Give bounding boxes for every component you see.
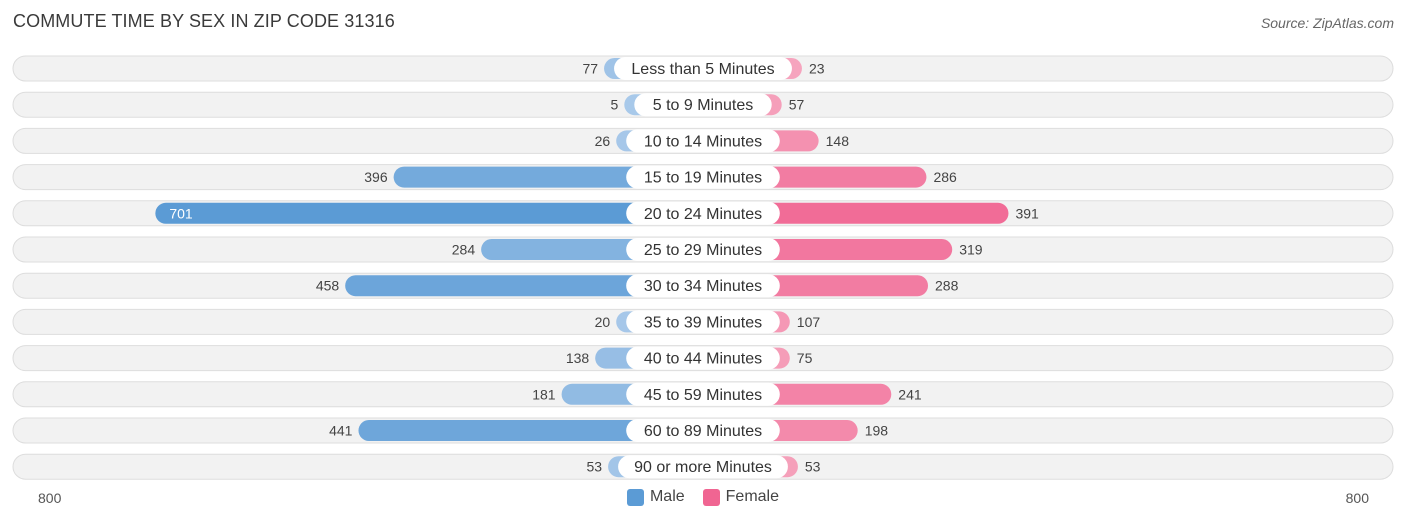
bar-male <box>393 166 703 188</box>
category-label-pill <box>626 165 780 189</box>
chart-title: COMMUTE TIME BY SEX IN ZIP CODE 31316 <box>13 11 395 31</box>
category-label: 20 to 24 Minutes <box>644 206 762 223</box>
category-label: 15 to 19 Minutes <box>644 170 762 187</box>
category-label-pill <box>618 455 788 479</box>
category-label-pill <box>626 419 780 442</box>
male-value-label: 701 <box>169 205 193 221</box>
male-value-label: 26 <box>595 133 611 149</box>
category-label: 30 to 34 Minutes <box>644 278 762 295</box>
category-label: 5 to 9 Minutes <box>653 97 754 114</box>
male-value-label: 5 <box>611 97 619 113</box>
category-label: 90 or more Minutes <box>634 459 772 476</box>
female-value-label: 23 <box>809 61 825 77</box>
female-value-label: 198 <box>865 423 889 439</box>
male-value-label: 441 <box>329 423 353 439</box>
bar-male <box>155 202 703 224</box>
category-label: 60 to 89 Minutes <box>644 423 762 440</box>
female-value-label: 148 <box>826 133 850 149</box>
category-label: 45 to 59 Minutes <box>644 387 762 404</box>
bar-male <box>358 420 703 441</box>
category-label-pill <box>614 57 792 80</box>
female-value-label: 288 <box>935 278 959 294</box>
male-value-label: 181 <box>532 386 556 402</box>
male-value-label: 284 <box>452 242 476 258</box>
category-label-pill <box>626 382 780 406</box>
category-label: 40 to 44 Minutes <box>644 351 762 368</box>
category-label: Less than 5 Minutes <box>631 61 774 78</box>
male-value-label: 53 <box>587 459 603 475</box>
female-value-label: 319 <box>959 242 983 258</box>
male-value-label: 77 <box>582 61 598 77</box>
legend-label-female: Female <box>725 488 780 505</box>
female-value-label: 286 <box>933 169 957 185</box>
category-label: 10 to 14 Minutes <box>644 133 762 150</box>
female-value-label: 57 <box>789 97 805 113</box>
male-value-label: 458 <box>316 278 340 294</box>
category-label: 25 to 29 Minutes <box>644 242 762 259</box>
male-value-label: 138 <box>566 350 590 366</box>
category-label-pill <box>626 201 780 225</box>
female-value-label: 107 <box>797 314 821 330</box>
axis-left-label: 800 <box>38 490 62 506</box>
male-value-label: 396 <box>364 169 388 185</box>
bar-female <box>703 202 1009 224</box>
male-value-label: 20 <box>595 314 611 330</box>
category-label-pill <box>626 274 780 298</box>
legend-label-male: Male <box>649 488 685 505</box>
category-label-pill <box>626 129 780 153</box>
legend-item-female: Female <box>702 488 780 506</box>
category-label-pill <box>626 346 780 370</box>
category-label-pill <box>626 310 780 334</box>
legend-swatch-male <box>626 488 644 506</box>
source-label: Source: ZipAtlas.com <box>1260 15 1394 31</box>
legend: Male Female <box>0 488 1406 506</box>
legend-item-male: Male <box>626 488 685 506</box>
female-value-label: 241 <box>898 386 922 402</box>
category-label: 35 to 39 Minutes <box>644 314 762 331</box>
female-value-label: 391 <box>1015 205 1039 221</box>
female-value-label: 53 <box>805 459 821 475</box>
bar-male <box>345 275 703 297</box>
category-label-pill <box>626 238 780 261</box>
axis-right-label: 800 <box>1345 490 1369 506</box>
legend-swatch-female <box>702 488 720 506</box>
female-value-label: 75 <box>797 350 813 366</box>
category-label-pill <box>634 93 772 117</box>
